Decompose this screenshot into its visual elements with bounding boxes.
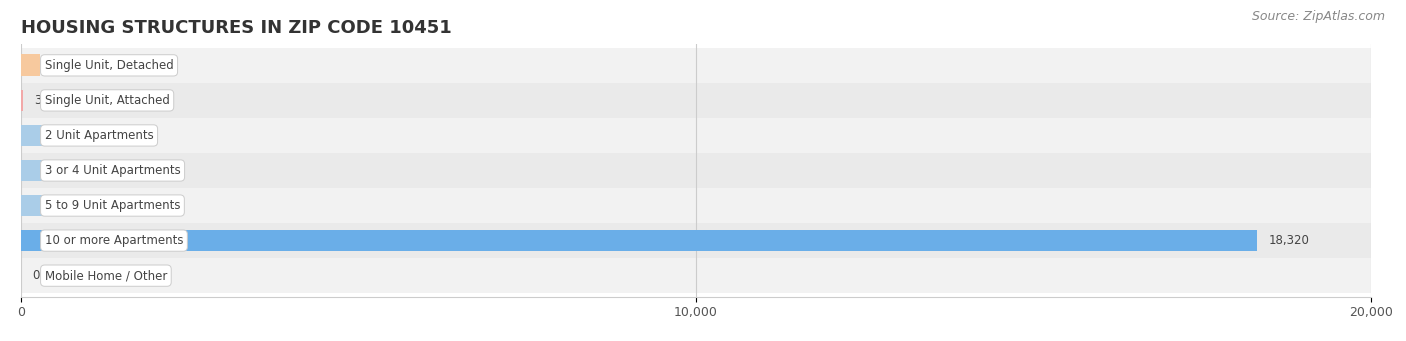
Text: 1,324: 1,324 xyxy=(121,164,155,177)
Bar xyxy=(0,83,1406,118)
Bar xyxy=(0,188,1406,223)
Bar xyxy=(0,48,1406,83)
Text: Single Unit, Detached: Single Unit, Detached xyxy=(45,59,173,72)
Bar xyxy=(21,160,111,181)
Bar xyxy=(0,118,1406,153)
Text: 3 or 4 Unit Apartments: 3 or 4 Unit Apartments xyxy=(45,164,180,177)
Bar xyxy=(0,153,1406,188)
Text: 0: 0 xyxy=(32,269,39,282)
Text: 35: 35 xyxy=(34,94,49,107)
Text: 2 Unit Apartments: 2 Unit Apartments xyxy=(45,129,153,142)
Bar xyxy=(0,223,1406,258)
Bar xyxy=(21,124,52,146)
Text: 546: 546 xyxy=(69,199,91,212)
Bar xyxy=(21,230,1257,251)
Bar xyxy=(21,90,24,111)
Bar xyxy=(0,258,1406,293)
Text: 18,320: 18,320 xyxy=(1268,234,1309,247)
Text: 466: 466 xyxy=(63,129,86,142)
Text: Mobile Home / Other: Mobile Home / Other xyxy=(45,269,167,282)
Text: Source: ZipAtlas.com: Source: ZipAtlas.com xyxy=(1251,10,1385,23)
Bar xyxy=(21,195,58,217)
Text: Single Unit, Attached: Single Unit, Attached xyxy=(45,94,170,107)
Text: 274: 274 xyxy=(51,59,73,72)
Text: 5 to 9 Unit Apartments: 5 to 9 Unit Apartments xyxy=(45,199,180,212)
Bar xyxy=(21,55,39,76)
Text: 10 or more Apartments: 10 or more Apartments xyxy=(45,234,183,247)
Text: HOUSING STRUCTURES IN ZIP CODE 10451: HOUSING STRUCTURES IN ZIP CODE 10451 xyxy=(21,19,451,37)
